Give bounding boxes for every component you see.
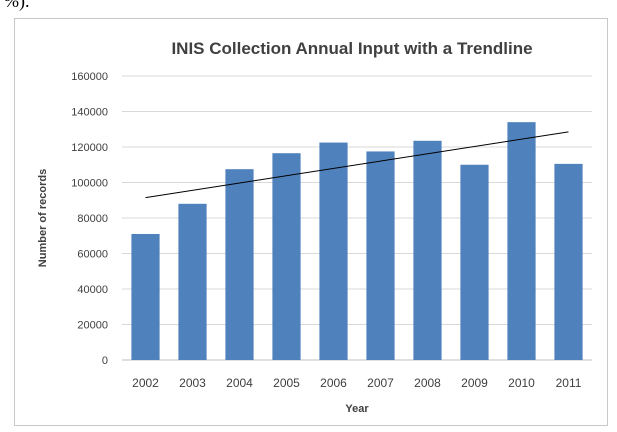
- y-tick-label: 160000: [71, 71, 108, 83]
- x-tick-label: 2007: [367, 376, 394, 390]
- x-tick-label: 2004: [226, 376, 253, 390]
- y-tick-label: 0: [102, 355, 108, 367]
- bar-2010: [507, 122, 536, 361]
- chart-title: INIS Collection Annual Input with a Tren…: [171, 39, 532, 58]
- x-tick-label: 2009: [461, 376, 488, 390]
- x-tick-label: 2003: [179, 376, 206, 390]
- bar-2011: [554, 163, 583, 360]
- x-tick-label: 2011: [556, 376, 582, 390]
- page-fragment-text: %).: [0, 0, 617, 16]
- x-axis-label: Year: [345, 403, 369, 415]
- x-tick-label: 2008: [414, 376, 441, 390]
- bar-2006: [319, 142, 348, 360]
- y-tick-label: 140000: [71, 107, 108, 119]
- x-tick-label: 2010: [508, 376, 535, 390]
- x-tick-label: 2005: [273, 376, 300, 390]
- bar-2005: [272, 153, 301, 360]
- bar-2008: [413, 140, 442, 360]
- bar-2007: [366, 151, 395, 360]
- x-tick-label: 2002: [132, 376, 159, 390]
- bars: [131, 122, 583, 361]
- fragment-label: %).: [4, 0, 30, 11]
- x-axis-ticks: 2002 2003 2004 2005 2006 2007 2008 2009 2010 2011: [132, 376, 582, 390]
- y-tick-label: 100000: [71, 178, 108, 190]
- bar-2003: [178, 203, 207, 360]
- y-tick-label: 120000: [71, 142, 108, 154]
- y-axis-label: Number of records: [37, 169, 49, 267]
- y-tick-label: 80000: [77, 213, 108, 225]
- bar-2009: [460, 164, 489, 360]
- y-tick-label: 20000: [77, 320, 108, 332]
- trendline: [145, 131, 569, 199]
- y-tick-label: 60000: [77, 249, 108, 261]
- bar-2004: [225, 169, 254, 360]
- x-tick-label: 2006: [320, 376, 347, 390]
- bar-2002: [131, 233, 160, 360]
- trendline-group: [145, 131, 569, 199]
- y-axis-ticks: 0 20000 40000 60000 80000 100000 120000 140000 1…: [71, 71, 108, 367]
- y-tick-label: 40000: [77, 284, 108, 296]
